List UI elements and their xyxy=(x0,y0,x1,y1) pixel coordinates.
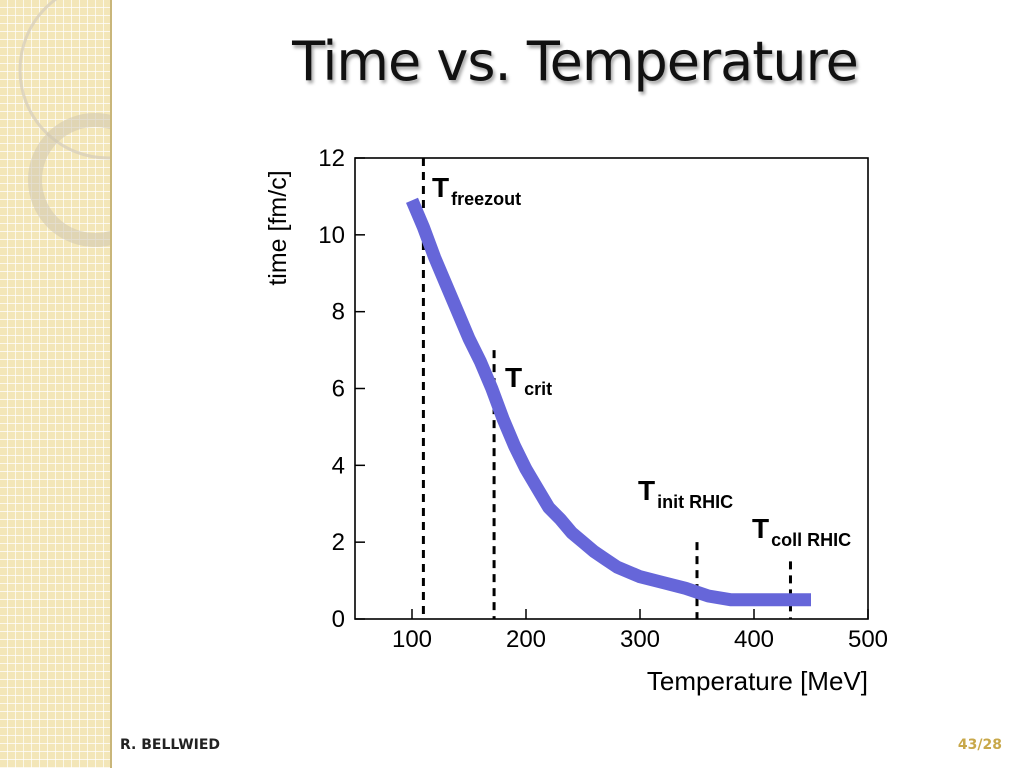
x-tick-label: 500 xyxy=(848,626,888,653)
page-number: 43/28 xyxy=(957,737,1002,753)
x-tick-label: 400 xyxy=(734,626,774,653)
y-axis-label: time [fm/c] xyxy=(264,170,292,285)
x-tick-label: 300 xyxy=(620,626,660,653)
slide-title: Time vs. Temperature xyxy=(292,30,859,93)
x-axis-label: Temperature [MeV] xyxy=(647,666,868,696)
y-tick-label: 0 xyxy=(332,606,345,633)
x-tick-label: 200 xyxy=(506,626,546,653)
y-tick-label: 2 xyxy=(332,529,345,556)
footer-author: R. BELLWIED xyxy=(120,737,221,753)
time-vs-temperature-chart: 100 200 300 400 500 0 2 4 6 8 10 12 Temperature [MeV… xyxy=(264,145,888,696)
y-tick-label: 8 xyxy=(332,299,345,326)
decorative-sidebar xyxy=(0,0,112,768)
y-tick-label: 4 xyxy=(332,452,345,479)
y-tick-label: 12 xyxy=(318,145,345,172)
y-tick-label: 6 xyxy=(332,376,345,403)
time-temperature-curve xyxy=(406,197,811,607)
y-tick-label: 10 xyxy=(318,222,345,249)
x-tick-label: 100 xyxy=(392,626,432,653)
